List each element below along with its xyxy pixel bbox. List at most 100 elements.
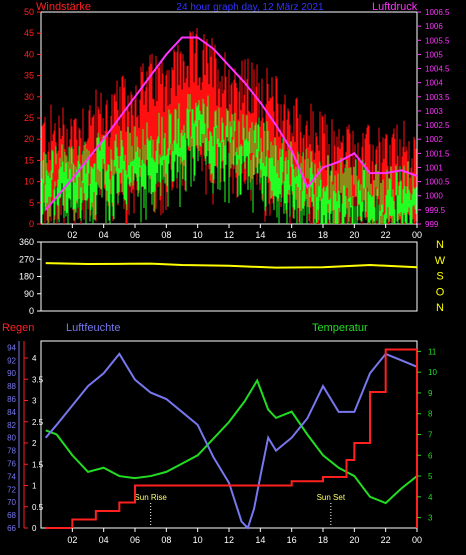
rain-tick-label: 1.5 (32, 460, 44, 469)
temperature-axis-label: Temperatur (312, 322, 368, 334)
wind-x-axis: 02 04 06 08 10 12 14 16 18 20 22 00 (67, 224, 422, 240)
temperature-tick-label: 6 (428, 451, 433, 460)
rain-tick-label: 2 (32, 439, 37, 448)
rain-tick-label: 4 (32, 354, 37, 363)
x-tick-label: 14 (255, 230, 265, 240)
direction-tick-label: 0 (29, 306, 34, 316)
x-tick-label: 10 (193, 535, 203, 545)
x-tick-label: 00 (412, 535, 422, 545)
compass-label: N (436, 302, 444, 314)
pressure-tick-label: 1002.5 (425, 121, 450, 130)
pressure-tick-label: 999.5 (425, 206, 446, 215)
temperature-tick-label: 3 (428, 514, 433, 523)
wind-tick-label: 20 (24, 134, 34, 144)
x-tick-label: 22 (381, 535, 391, 545)
x-tick-label: 06 (130, 230, 140, 240)
pressure-tick-label: 1003 (425, 107, 443, 116)
direction-panel-frame (40, 241, 418, 312)
pressure-tick-label: 1003.5 (425, 93, 450, 102)
pressure-tick-label: 1005 (425, 50, 443, 59)
wind-tick-label: 0 (29, 219, 34, 229)
x-tick-label: 12 (224, 535, 234, 545)
humidity-tick-label: 70 (7, 498, 16, 507)
x-tick-label: 22 (381, 230, 391, 240)
x-tick-label: 04 (99, 535, 109, 545)
x-tick-label: 16 (287, 535, 297, 545)
x-tick-label: 08 (161, 535, 171, 545)
humidity-tick-label: 78 (7, 447, 16, 456)
wind-left-axis: 0 5 10 15 20 25 30 35 40 45 50 (24, 7, 41, 229)
compass-label: N (436, 239, 444, 251)
x-tick-label: 12 (224, 230, 234, 240)
temperature-axis: 3 4 5 6 7 8 9 10 11 (417, 347, 437, 523)
wind-tick-label: 45 (24, 28, 34, 38)
humidity-axis-label: Luftfeuchte (66, 322, 120, 334)
wind-tick-label: 30 (24, 92, 34, 102)
pressure-tick-label: 1006.5 (425, 8, 450, 17)
humidity-tick-label: 68 (7, 511, 16, 520)
x-tick-label: 06 (130, 535, 140, 545)
x-tick-label: 16 (287, 230, 297, 240)
temperature-tick-label: 5 (428, 472, 433, 481)
rain-tick-label: 3.5 (32, 375, 44, 384)
direction-line (45, 262, 418, 269)
pressure-tick-label: 1004 (425, 79, 443, 88)
pressure-axis-label: Luftdruck (372, 1, 418, 13)
humidity-tick-label: 90 (7, 369, 16, 378)
wind-tick-label: 40 (24, 49, 34, 59)
humidity-tick-label: 86 (7, 395, 16, 404)
rain-tick-label: 0 (32, 524, 37, 533)
x-tick-label: 18 (318, 535, 328, 545)
temperature-tick-label: 4 (428, 493, 433, 502)
temperature-tick-label: 10 (428, 368, 437, 377)
temperature-tick-label: 8 (428, 410, 433, 419)
x-tick-label: 10 (193, 230, 203, 240)
direction-tick-label: 90 (24, 289, 34, 299)
humidity-tick-label: 92 (7, 356, 16, 365)
humidity-tick-label: 94 (7, 343, 16, 352)
humidity-tick-label: 84 (7, 408, 16, 417)
x-tick-label: 14 (255, 535, 265, 545)
x-tick-label: 02 (67, 230, 77, 240)
wind-tick-label: 5 (29, 198, 34, 208)
wind-axis-label: Windstärke (36, 1, 91, 13)
pressure-right-axis: 999 999.5 1000 1000.5 1001 1001.5 1002 1002.5 10… (417, 8, 450, 229)
sun-marker-label: Sun Rise (134, 493, 167, 502)
x-tick-label: 18 (318, 230, 328, 240)
bottom-panel-frame (40, 340, 418, 529)
humidity-tick-label: 80 (7, 434, 16, 443)
rain-tick-label: 2.5 (32, 418, 44, 427)
temperature-tick-label: 11 (428, 347, 437, 356)
temperature-tick-label: 7 (428, 431, 433, 440)
humidity-axis: 66 68 70 72 74 76 78 80 82 84 86 88 90 92 94 (7, 341, 20, 533)
humidity-tick-label: 72 (7, 485, 16, 494)
sun-annotations: Sun Rise Sun Set (134, 493, 346, 527)
chart-title: 24 hour graph day, 12 März 2021 (176, 2, 324, 13)
humidity-tick-label: 76 (7, 460, 16, 469)
compass-label: O (436, 286, 445, 298)
pressure-tick-label: 1004.5 (425, 65, 450, 74)
wind-tick-label: 15 (24, 155, 34, 165)
pressure-tick-label: 1005.5 (425, 36, 450, 45)
x-tick-label: 20 (349, 535, 359, 545)
wind-tick-label: 10 (24, 177, 34, 187)
temperature-tick-label: 9 (428, 389, 433, 398)
pressure-tick-label: 999 (425, 220, 439, 229)
rain-line (45, 348, 418, 529)
pressure-line (44, 36, 418, 211)
bottom-x-axis: 02 04 06 08 10 12 14 16 18 20 22 00 (67, 528, 422, 545)
pressure-tick-label: 1001.5 (425, 149, 450, 158)
rain-axis: 0 0.5 1 1.5 2 2.5 3 3.5 4 (23, 341, 44, 533)
x-tick-label: 20 (349, 230, 359, 240)
rain-axis-label: Regen (2, 322, 34, 334)
x-tick-label: 02 (67, 535, 77, 545)
direction-left-axis: 0 90 180 270 360 (19, 237, 41, 316)
x-tick-label: 04 (99, 230, 109, 240)
pressure-tick-label: 1001 (425, 163, 443, 172)
pressure-tick-label: 1006 (425, 22, 443, 31)
temperature-line (45, 378, 418, 505)
rain-tick-label: 0.5 (32, 503, 44, 512)
wind-bars (41, 28, 417, 224)
